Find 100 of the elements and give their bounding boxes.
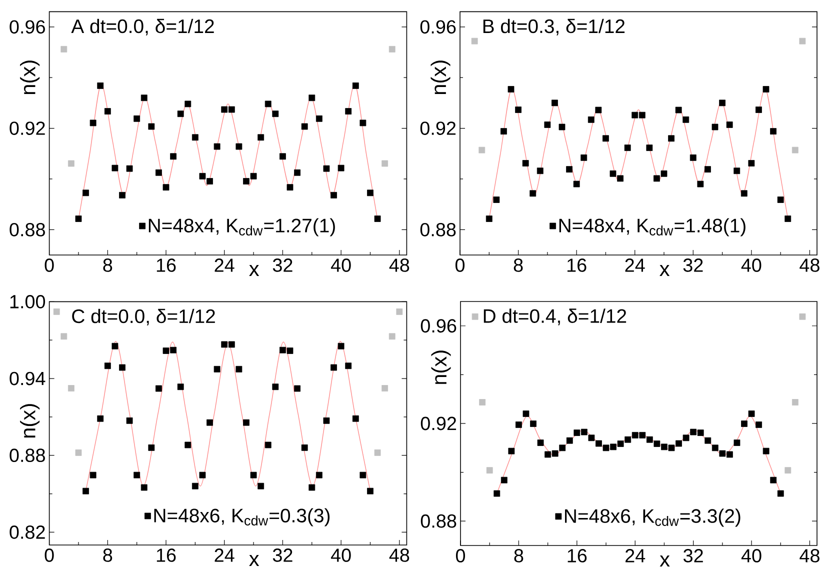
point <box>624 436 632 443</box>
x-tick-label: 48 <box>389 548 410 562</box>
point <box>530 420 536 427</box>
point <box>90 120 96 126</box>
point <box>199 472 206 478</box>
point <box>382 385 388 392</box>
point <box>250 472 257 478</box>
point <box>82 488 89 494</box>
point <box>522 410 530 417</box>
point <box>330 364 337 371</box>
point <box>704 437 712 444</box>
point <box>134 115 140 122</box>
point <box>308 484 316 491</box>
x-tick-label: 16 <box>156 548 176 562</box>
point <box>374 449 381 456</box>
point <box>799 38 806 44</box>
x-tick-label: 24 <box>214 548 234 562</box>
point <box>588 116 594 123</box>
x-tick-label: 40 <box>330 258 351 272</box>
point <box>90 472 96 478</box>
x-tick-label: 48 <box>800 549 820 562</box>
point <box>97 415 104 422</box>
point <box>280 153 286 160</box>
point <box>338 342 344 350</box>
point <box>756 422 762 428</box>
point <box>360 472 366 478</box>
point <box>610 170 616 177</box>
point <box>544 122 551 128</box>
point <box>60 46 68 52</box>
point <box>294 385 300 392</box>
x-tick-label: 8 <box>103 258 112 272</box>
y-tick-label: 0.94 <box>10 372 46 386</box>
point <box>112 342 118 350</box>
y-tick-label: 0.92 <box>420 122 456 135</box>
point <box>770 476 777 484</box>
chart-title: D dt=0.4, δ=1/12 <box>484 308 626 326</box>
point <box>367 488 374 494</box>
point <box>792 399 798 406</box>
point <box>515 106 522 113</box>
point <box>632 432 638 438</box>
point <box>566 166 572 173</box>
point <box>316 115 322 122</box>
point <box>632 112 638 118</box>
point <box>228 106 235 113</box>
point <box>330 192 337 198</box>
point <box>140 94 148 102</box>
point <box>588 434 595 442</box>
point <box>250 172 257 180</box>
point <box>396 308 403 315</box>
x-tick-label: 40 <box>330 548 351 562</box>
point <box>494 490 500 497</box>
point <box>221 341 228 348</box>
y-axis-title: n(x) <box>431 350 451 384</box>
y-axis-title: n(x) <box>430 60 450 94</box>
point <box>214 143 220 150</box>
x-tick-label: 48 <box>389 258 410 272</box>
x-tick-label: 40 <box>741 549 762 562</box>
x-tick-label: 40 <box>741 258 762 272</box>
point <box>756 106 762 113</box>
point <box>264 100 272 108</box>
point <box>740 190 748 197</box>
x-tick-label: 32 <box>272 548 292 562</box>
point <box>617 175 624 182</box>
point <box>148 444 155 451</box>
point <box>697 180 704 188</box>
point <box>236 143 242 150</box>
x-axis-title: x <box>249 264 260 276</box>
point <box>602 444 610 452</box>
y-tick-label: 0.96 <box>420 20 456 34</box>
point <box>580 154 588 161</box>
x-tick-label: 32 <box>684 549 703 562</box>
x-axis-title: x <box>249 554 260 566</box>
point <box>199 172 206 180</box>
point <box>748 160 755 166</box>
point <box>595 106 602 114</box>
point <box>192 134 198 141</box>
point <box>566 437 573 444</box>
point <box>104 362 111 370</box>
x-tick-label: 8 <box>514 258 523 272</box>
point <box>68 385 74 392</box>
point <box>177 384 184 390</box>
point <box>134 472 140 478</box>
point <box>75 216 82 222</box>
point <box>286 348 294 354</box>
point <box>301 444 308 451</box>
y-axis-title: n(x) <box>20 60 40 94</box>
point <box>471 38 478 44</box>
point <box>388 333 396 340</box>
point <box>559 444 566 452</box>
legend-label: N=48x4, K$_{cdw}$=1.27(1) <box>148 218 335 236</box>
y-tick-label: 0.88 <box>420 514 456 528</box>
point <box>126 165 133 172</box>
point <box>741 420 748 427</box>
point <box>770 128 776 135</box>
point <box>478 146 486 154</box>
x-tick-label: 0 <box>44 548 54 562</box>
point <box>323 165 330 172</box>
point <box>537 440 544 446</box>
point <box>316 472 322 478</box>
x-tick-label: 16 <box>567 258 586 272</box>
